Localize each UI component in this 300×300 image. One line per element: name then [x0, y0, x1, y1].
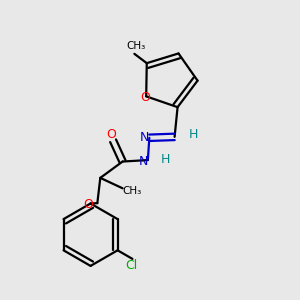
Text: N: N [139, 155, 148, 168]
Text: H: H [188, 128, 198, 141]
Text: N: N [140, 131, 150, 144]
Text: H: H [161, 153, 170, 166]
Text: O: O [106, 128, 116, 141]
Text: O: O [140, 91, 150, 104]
Text: Cl: Cl [125, 259, 137, 272]
Text: O: O [83, 197, 93, 211]
Text: CH₃: CH₃ [126, 41, 146, 51]
Text: CH₃: CH₃ [122, 186, 141, 196]
